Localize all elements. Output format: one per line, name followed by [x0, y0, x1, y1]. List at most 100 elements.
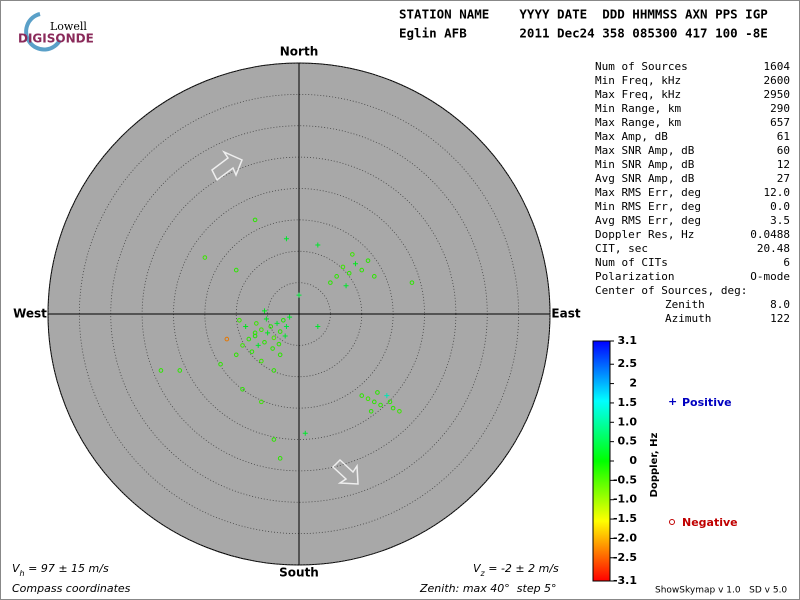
- stat-label: Avg SNR Amp, dB: [595, 172, 695, 185]
- source-positive: [283, 236, 289, 242]
- source-negative: [346, 270, 352, 276]
- source-negative: [281, 317, 286, 323]
- source-negative: [409, 280, 415, 285]
- colorbar-tick-label: -1.0: [613, 493, 637, 506]
- legend-positive: Positive: [682, 396, 732, 409]
- legend-circle: [669, 519, 675, 525]
- source-negative: [177, 368, 183, 373]
- source-negative: [240, 387, 245, 392]
- colorbar-tick-label: -1.5: [613, 512, 637, 525]
- source-negative: [328, 280, 333, 285]
- stat-label: Min Range, km: [595, 102, 681, 115]
- source-negative: [271, 437, 277, 442]
- source-negative: [359, 267, 365, 273]
- stat-label: Doppler Res, Hz: [595, 228, 694, 241]
- zenith-note: Zenith: max 40° step 5°: [419, 582, 557, 595]
- colorbar: [592, 340, 611, 582]
- logo-arc: [24, 12, 62, 52]
- source-negative: [240, 343, 245, 348]
- colorbar-tick-label: 3.1: [618, 334, 638, 347]
- stat-value: 2950: [764, 88, 791, 101]
- source-positive: [343, 283, 349, 289]
- source-negative: [262, 339, 267, 345]
- center-label: Zenith: [665, 298, 705, 311]
- east-label: East: [551, 307, 580, 321]
- source-negative: [359, 393, 365, 398]
- stat-value: 60: [777, 144, 790, 157]
- source-negative: [224, 336, 230, 342]
- colorbar-label: Doppler, Hz: [649, 433, 660, 498]
- source-negative: [350, 252, 355, 257]
- source-negative: [271, 368, 277, 373]
- source-negative: [372, 399, 377, 405]
- stat-label: CIT, sec: [595, 242, 648, 255]
- source-positive: [352, 261, 358, 267]
- source-negative: [277, 352, 283, 358]
- colorbar-tick-label: 0: [629, 454, 637, 467]
- source-negative: [372, 274, 377, 279]
- logo-top: Lowell: [50, 20, 87, 33]
- stat-value: 0.0: [770, 200, 790, 213]
- colorbar-tick-label: 2.5: [618, 357, 638, 370]
- source-positive: [315, 324, 321, 330]
- source-negative: [277, 329, 283, 334]
- source-positive: [243, 324, 249, 330]
- center-title: Center of Sources, deg:: [595, 284, 747, 297]
- stat-value: 61: [777, 130, 790, 143]
- source-negative: [378, 402, 383, 408]
- stat-value: 290: [770, 102, 790, 115]
- south-label: South: [279, 566, 319, 580]
- source-negative: [259, 358, 264, 364]
- stat-label: Max Amp, dB: [595, 130, 668, 143]
- colorbar-tick-label: 1.0: [618, 415, 638, 428]
- source-positive: [263, 316, 269, 322]
- source-positive: [255, 342, 261, 348]
- logo-bottom: DIGISONDE: [18, 32, 94, 46]
- colorbar-tick-label: 0.5: [618, 435, 638, 448]
- center-label: Azimuth: [665, 312, 711, 325]
- stat-label: Avg RMS Err, deg: [595, 214, 701, 227]
- source-negative: [270, 346, 275, 351]
- source-negative: [252, 330, 258, 336]
- source-positive: [384, 393, 390, 399]
- source-negative: [233, 352, 239, 358]
- colorbar-tick-label: -2.5: [613, 551, 637, 564]
- vh: Vh = 97 ± 15 m/s: [12, 562, 109, 578]
- source-negative: [259, 399, 264, 405]
- source-negative: [387, 399, 393, 405]
- source-negative: [249, 349, 255, 354]
- source-positive: [283, 324, 289, 330]
- header-values: Eglin AFB 2011 Dec24 358 085300 417 100 …: [399, 26, 768, 41]
- source-negative: [277, 456, 283, 461]
- stat-value: 20.48: [757, 242, 790, 255]
- source-positive: [274, 320, 280, 326]
- stat-label: Min Freq, kHz: [595, 74, 681, 87]
- source-negative: [340, 264, 346, 270]
- colorbar-tick-label: 2: [629, 377, 637, 390]
- source-negative: [254, 321, 259, 326]
- stat-label: Num of Sources: [595, 60, 688, 73]
- source-negative: [375, 390, 380, 395]
- source-positive: [296, 292, 302, 298]
- north-label: North: [280, 45, 318, 59]
- stat-value: 6: [783, 256, 790, 269]
- source-negative: [158, 368, 164, 373]
- source-positive: [315, 242, 321, 248]
- source-positive: [265, 330, 271, 336]
- source-negative: [397, 408, 402, 414]
- legend-plus: +: [668, 395, 677, 408]
- source-negative: [365, 258, 371, 263]
- source-negative: [252, 217, 258, 223]
- stat-label: Max SNR Amp, dB: [595, 144, 695, 157]
- coords-note: Compass coordinates: [12, 582, 131, 595]
- source-negative: [246, 336, 252, 342]
- stat-label: Max Freq, kHz: [595, 88, 681, 101]
- stat-label: Min SNR Amp, dB: [595, 158, 695, 171]
- source-negative: [259, 327, 264, 332]
- source-negative: [268, 324, 274, 329]
- source-positive: [282, 333, 288, 339]
- source-negative: [237, 317, 242, 323]
- arrow: [211, 150, 243, 182]
- stat-value: 12.0: [764, 186, 791, 199]
